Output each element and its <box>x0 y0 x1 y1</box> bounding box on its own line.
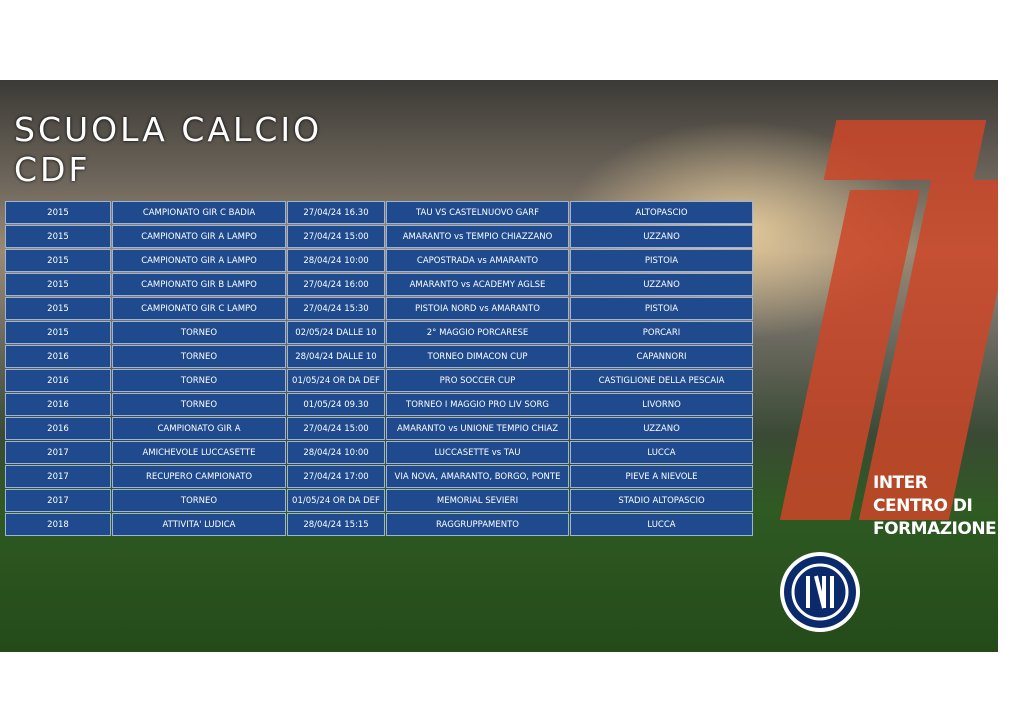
table-cell: 2016 <box>5 417 111 440</box>
table-cell: PISTOIA <box>570 249 753 272</box>
table-cell: 2015 <box>5 321 111 344</box>
table-cell: STADIO ALTOPASCIO <box>570 489 753 512</box>
table-cell: 02/05/24 DALLE 10 <box>287 321 385 344</box>
table-cell: TORNEO <box>112 489 286 512</box>
table-cell: 2016 <box>5 345 111 368</box>
table-cell: 2° MAGGIO PORCARESE <box>386 321 569 344</box>
table-cell: CAMPIONATO GIR B LAMPO <box>112 273 286 296</box>
table-row: 2016 TORNEO 01/05/24 OR DA DEF PRO SOCCER C… <box>5 369 753 392</box>
table-cell: TORNEO <box>112 369 286 392</box>
title-line: CDF <box>14 150 91 189</box>
table-cell: TORNEO <box>112 393 286 416</box>
table-cell: RECUPERO CAMPIONATO <box>112 465 286 488</box>
title-line: SCUOLA CALCIO <box>14 110 323 149</box>
poster: SCUOLA CALCIO CDF 2015 CAMPIONATO GIR C B… <box>0 80 998 652</box>
table-row: 2015 CAMPIONATO GIR A LAMPO 28/04/24 10:00… <box>5 249 753 272</box>
table-cell: 27/04/24 16.30 <box>287 201 385 224</box>
table-cell: PISTOIA <box>570 297 753 320</box>
table-cell: PORCARI <box>570 321 753 344</box>
table-cell: AMARANTO vs ACADEMY AGLSE <box>386 273 569 296</box>
table-cell: MEMORIAL SEVIERI <box>386 489 569 512</box>
table-cell: UZZANO <box>570 273 753 296</box>
table-cell: 2016 <box>5 393 111 416</box>
table-row: 2016 TORNEO 28/04/24 DALLE 10 TORNEO DIMACO… <box>5 345 753 368</box>
table-cell: TORNEO I MAGGIO PRO LIV SORG <box>386 393 569 416</box>
inter-logo <box>780 552 860 632</box>
table-cell: 01/05/24 09.30 <box>287 393 385 416</box>
table-cell: 28/04/24 DALLE 10 <box>287 345 385 368</box>
table-row: 2016 TORNEO 01/05/24 09.30 TORNEO I MAGGIO … <box>5 393 753 416</box>
table-cell: 2016 <box>5 369 111 392</box>
table-cell: UZZANO <box>570 225 753 248</box>
table-cell: VIA NOVA, AMARANTO, BORGO, PONTE <box>386 465 569 488</box>
table-cell: 27/04/24 15:00 <box>287 417 385 440</box>
table-cell: 2015 <box>5 249 111 272</box>
table-cell: LUCCA <box>570 513 753 536</box>
table-cell: CAPOSTRADA vs AMARANTO <box>386 249 569 272</box>
table-row: 2015 TORNEO 02/05/24 DALLE 10 2° MAGGIO POR… <box>5 321 753 344</box>
table-cell: UZZANO <box>570 417 753 440</box>
table-cell: TORNEO DIMACON CUP <box>386 345 569 368</box>
schedule-table: 2015 CAMPIONATO GIR C BADIA 27/04/24 16.30… <box>4 200 754 537</box>
table-cell: PIEVE A NIEVOLE <box>570 465 753 488</box>
table-cell: CAMPIONATO GIR C BADIA <box>112 201 286 224</box>
table-row: 2016 CAMPIONATO GIR A 27/04/24 15:00 AMARAN… <box>5 417 753 440</box>
table-cell: 2017 <box>5 489 111 512</box>
table-cell: 01/05/24 OR DA DEF <box>287 489 385 512</box>
table-row: 2015 CAMPIONATO GIR C LAMPO 27/04/24 15:30… <box>5 297 753 320</box>
table-row: 2017 TORNEO 01/05/24 OR DA DEF MEMORIAL SEV… <box>5 489 753 512</box>
table-cell: 28/04/24 15:15 <box>287 513 385 536</box>
table-cell: LUCCASETTE vs TAU <box>386 441 569 464</box>
table-cell: TORNEO <box>112 345 286 368</box>
table-cell: CASTIGLIONE DELLA PESCAIA <box>570 369 753 392</box>
table-row: 2017 AMICHEVOLE LUCCASETTE 28/04/24 10:00 L… <box>5 441 753 464</box>
logo-text: INTER CENTRO DI FORMAZIONE <box>873 472 997 541</box>
table-cell: CAMPIONATO GIR A LAMPO <box>112 249 286 272</box>
table-cell: LIVORNO <box>570 393 753 416</box>
logo-line: FORMAZIONE <box>873 519 997 539</box>
table-cell: 2018 <box>5 513 111 536</box>
table-cell: 27/04/24 16:00 <box>287 273 385 296</box>
table-cell: RAGGRUPPAMENTO <box>386 513 569 536</box>
table-row: 2017 RECUPERO CAMPIONATO 27/04/24 17:00 VIA… <box>5 465 753 488</box>
table-cell: ALTOPASCIO <box>570 201 753 224</box>
decoration <box>823 120 987 180</box>
table-cell: LUCCA <box>570 441 753 464</box>
logo-line: CENTRO DI <box>873 496 973 516</box>
table-cell: 2015 <box>5 201 111 224</box>
table-cell: TAU VS CASTELNUOVO GARF <box>386 201 569 224</box>
table-cell: ATTIVITA' LUDICA <box>112 513 286 536</box>
table-cell: CAMPIONATO GIR A LAMPO <box>112 225 286 248</box>
table-cell: 27/04/24 15:00 <box>287 225 385 248</box>
table-cell: CAPANNORI <box>570 345 753 368</box>
table-row: 2018 ATTIVITA' LUDICA 28/04/24 15:15 RAGGRU… <box>5 513 753 536</box>
table-cell: 2017 <box>5 441 111 464</box>
table-cell: 01/05/24 OR DA DEF <box>287 369 385 392</box>
table-cell: 2017 <box>5 465 111 488</box>
table-cell: PISTOIA NORD vs AMARANTO <box>386 297 569 320</box>
table-row: 2015 CAMPIONATO GIR A LAMPO 27/04/24 15:00… <box>5 225 753 248</box>
table-cell: 27/04/24 17:00 <box>287 465 385 488</box>
table-cell: AMARANTO vs UNIONE TEMPIO CHIAZ <box>386 417 569 440</box>
table-cell: CAMPIONATO GIR A <box>112 417 286 440</box>
table-row: 2015 CAMPIONATO GIR C BADIA 27/04/24 16.30… <box>5 201 753 224</box>
table-cell: CAMPIONATO GIR C LAMPO <box>112 297 286 320</box>
table-row: 2015 CAMPIONATO GIR B LAMPO 27/04/24 16:00… <box>5 273 753 296</box>
table-cell: 28/04/24 10:00 <box>287 441 385 464</box>
table-cell: TORNEO <box>112 321 286 344</box>
table-cell: 28/04/24 10:00 <box>287 249 385 272</box>
table-cell: AMARANTO vs TEMPIO CHIAZZANO <box>386 225 569 248</box>
table-cell: 27/04/24 15:30 <box>287 297 385 320</box>
table-cell: 2015 <box>5 273 111 296</box>
logo-line: INTER <box>873 473 928 493</box>
table-cell: 2015 <box>5 297 111 320</box>
table-cell: AMICHEVOLE LUCCASETTE <box>112 441 286 464</box>
table-cell: PRO SOCCER CUP <box>386 369 569 392</box>
table-cell: 2015 <box>5 225 111 248</box>
